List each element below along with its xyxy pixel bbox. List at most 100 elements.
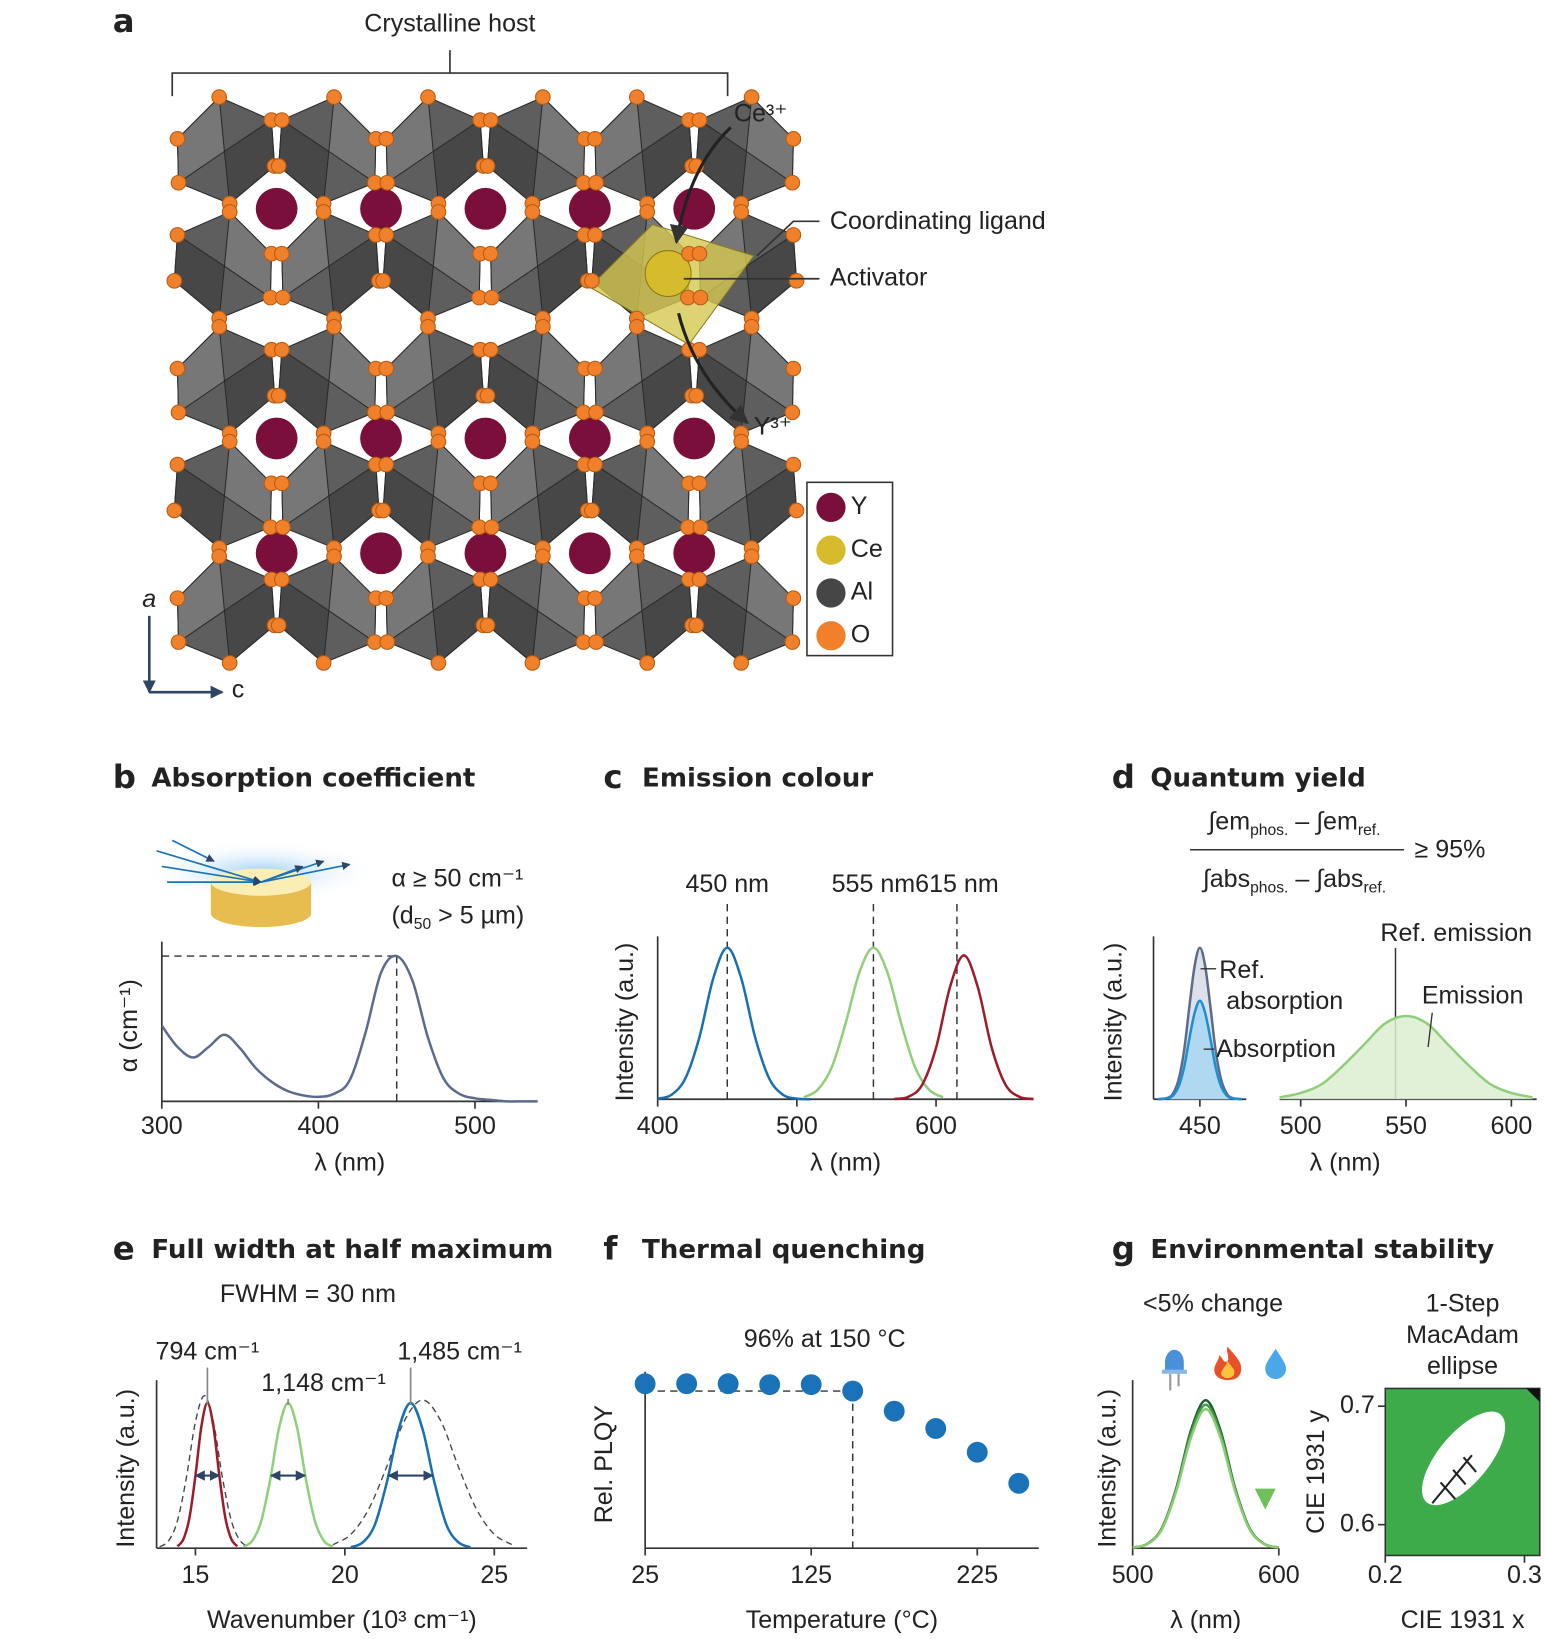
x-tick-label: 15 bbox=[182, 1561, 210, 1589]
o-atom bbox=[688, 387, 705, 404]
o-atom bbox=[211, 89, 228, 105]
point bbox=[634, 1373, 656, 1395]
line bbox=[803, 946, 944, 1099]
activator-label: Activator bbox=[830, 263, 927, 291]
o-atom bbox=[535, 318, 551, 335]
o-atom bbox=[315, 204, 332, 220]
x-axis-label: λ (nm) bbox=[810, 1149, 881, 1177]
y-axis-label: Intensity (a.u.) bbox=[1093, 1389, 1121, 1548]
y-atom bbox=[255, 187, 298, 230]
o-atom bbox=[326, 318, 342, 335]
o-atom bbox=[378, 590, 395, 607]
o-atom bbox=[166, 273, 183, 289]
marker-label: 555 nm bbox=[832, 870, 916, 898]
o-atom bbox=[639, 655, 656, 671]
peak-label: 1,148 cm⁻¹ bbox=[261, 1369, 386, 1397]
y-atom bbox=[464, 532, 507, 575]
o-atom bbox=[420, 318, 436, 335]
y-atom bbox=[360, 417, 402, 460]
x-axis-label: λ (nm) bbox=[314, 1149, 385, 1177]
o-atom bbox=[379, 174, 396, 191]
o-atom bbox=[375, 273, 391, 289]
o-atom bbox=[420, 89, 436, 105]
o-atom bbox=[169, 456, 186, 473]
marker-label: 615 nm bbox=[915, 870, 999, 898]
o-atom bbox=[733, 655, 750, 671]
x-tick-label: 400 bbox=[637, 1112, 679, 1140]
o-atom bbox=[379, 404, 396, 421]
x-tick-label: 125 bbox=[790, 1561, 832, 1589]
line bbox=[160, 954, 538, 1103]
y-atom bbox=[360, 187, 402, 230]
axis-arrows bbox=[149, 615, 222, 692]
o-atom bbox=[274, 475, 290, 492]
o-atom bbox=[211, 548, 228, 565]
o-atom bbox=[375, 502, 391, 519]
o-atom bbox=[482, 475, 499, 492]
o-atom bbox=[784, 634, 801, 650]
o-atom bbox=[274, 112, 290, 128]
o-atom bbox=[535, 89, 551, 105]
x-axis-label: Wavenumber (10³ cm⁻¹) bbox=[207, 1606, 477, 1634]
o-atom bbox=[628, 548, 645, 565]
y-tick-label: 0.7 bbox=[1340, 1391, 1375, 1419]
o-atom bbox=[430, 204, 447, 220]
o-atom bbox=[785, 227, 802, 243]
line bbox=[657, 946, 811, 1101]
annotation: (d50 > 5 µm) bbox=[391, 901, 524, 933]
y-axis-label: Intensity (a.u.) bbox=[611, 943, 639, 1102]
x-axis-label: CIE 1931 x bbox=[1401, 1606, 1525, 1634]
panel-title: MacAdam bbox=[1406, 1321, 1519, 1349]
o-atom bbox=[639, 204, 656, 220]
o-atom bbox=[430, 655, 447, 671]
point bbox=[966, 1441, 988, 1463]
o-atom bbox=[691, 475, 708, 492]
marker-label: Ref. emission bbox=[1380, 919, 1532, 947]
x-tick-label: 400 bbox=[297, 1112, 339, 1140]
ligand-label: Coordinating ligand bbox=[830, 207, 1046, 235]
y-atom bbox=[568, 532, 611, 575]
formula-numerator-part: – ∫em bbox=[1288, 807, 1358, 835]
legend-label: Al bbox=[851, 578, 873, 606]
line bbox=[1157, 946, 1243, 1101]
o-atom bbox=[169, 590, 186, 607]
o-atom bbox=[588, 404, 604, 421]
o-atom bbox=[378, 227, 395, 243]
o-atom bbox=[584, 273, 600, 289]
line bbox=[1157, 999, 1243, 1101]
annotation-part: 50 bbox=[414, 916, 432, 933]
y-atom bbox=[255, 532, 298, 575]
x-tick-label: 300 bbox=[141, 1112, 183, 1140]
o-atom bbox=[587, 227, 603, 243]
panel-letter: b bbox=[113, 758, 136, 796]
area bbox=[1157, 1000, 1243, 1100]
o-atom bbox=[688, 617, 705, 634]
o-atom bbox=[274, 341, 290, 358]
o-atom bbox=[221, 204, 238, 220]
x-axis-label: Temperature (°C) bbox=[746, 1606, 938, 1634]
panel-letter: a bbox=[113, 2, 135, 40]
peak-label: 794 cm⁻¹ bbox=[156, 1338, 260, 1366]
o-atom bbox=[785, 456, 802, 473]
panel-title: Emission colour bbox=[642, 763, 873, 793]
y-axis-label: CIE 1931 y bbox=[1302, 1410, 1330, 1534]
point bbox=[759, 1374, 781, 1396]
o-atom bbox=[785, 131, 802, 147]
line bbox=[159, 1395, 250, 1548]
y-atom bbox=[255, 417, 298, 460]
x-tick-label: 600 bbox=[1490, 1112, 1532, 1140]
y-axis-label: Intensity (a.u.) bbox=[112, 1389, 140, 1548]
o-atom bbox=[221, 655, 238, 671]
o-atom bbox=[275, 289, 291, 306]
o-atom bbox=[743, 318, 760, 335]
formula-relation: ≥ 95% bbox=[1415, 835, 1486, 863]
panel-title: Thermal quenching bbox=[642, 1235, 925, 1265]
label-leader bbox=[1427, 1012, 1433, 1048]
formula-numerator-part: ∫em bbox=[1206, 807, 1250, 835]
o-atom bbox=[524, 204, 541, 220]
marker-label: 450 nm bbox=[685, 870, 769, 898]
x-tick-label: 500 bbox=[1280, 1112, 1322, 1140]
y-atom bbox=[673, 417, 716, 460]
o-atom bbox=[788, 502, 805, 519]
